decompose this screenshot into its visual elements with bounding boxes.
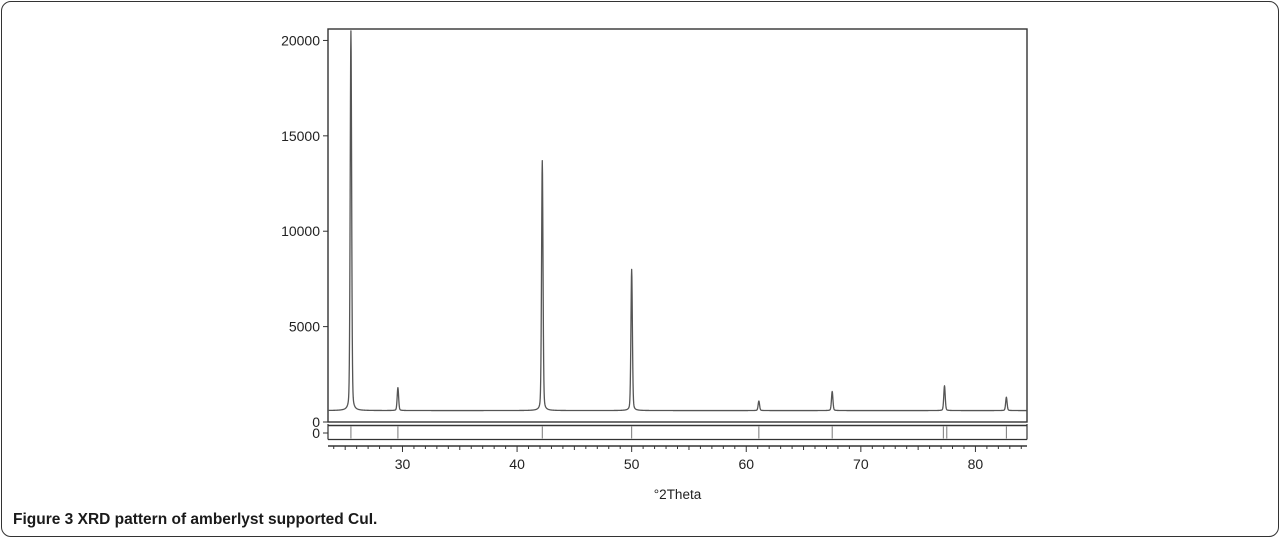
x-tick-label: 80 [968,456,984,472]
y-tick-label: 20000 [281,32,320,48]
y-tick-label: 10000 [281,223,320,239]
figure-label: Figure 3 [13,511,74,528]
figure-caption-text: XRD pattern of amberlyst supported CuI. [77,511,378,528]
y-tick-label: 5000 [289,319,320,335]
y-tick-label: 15000 [281,128,320,144]
x-axis-title: °2Theta [654,487,702,502]
plot-area-frame [327,28,1028,423]
x-tick-label: 60 [738,456,754,472]
residual-y-tick-label: 0 [312,425,320,441]
x-tick-label: 70 [853,456,869,472]
x-tick-label: 50 [624,456,640,472]
figure-caption: Figure 3 XRD pattern of amberlyst suppor… [13,511,377,529]
xrd-pattern-line [327,30,1028,412]
x-tick-label: 40 [509,456,525,472]
x-tick-label: 30 [395,456,411,472]
y-tick-label: 0 [312,414,320,430]
